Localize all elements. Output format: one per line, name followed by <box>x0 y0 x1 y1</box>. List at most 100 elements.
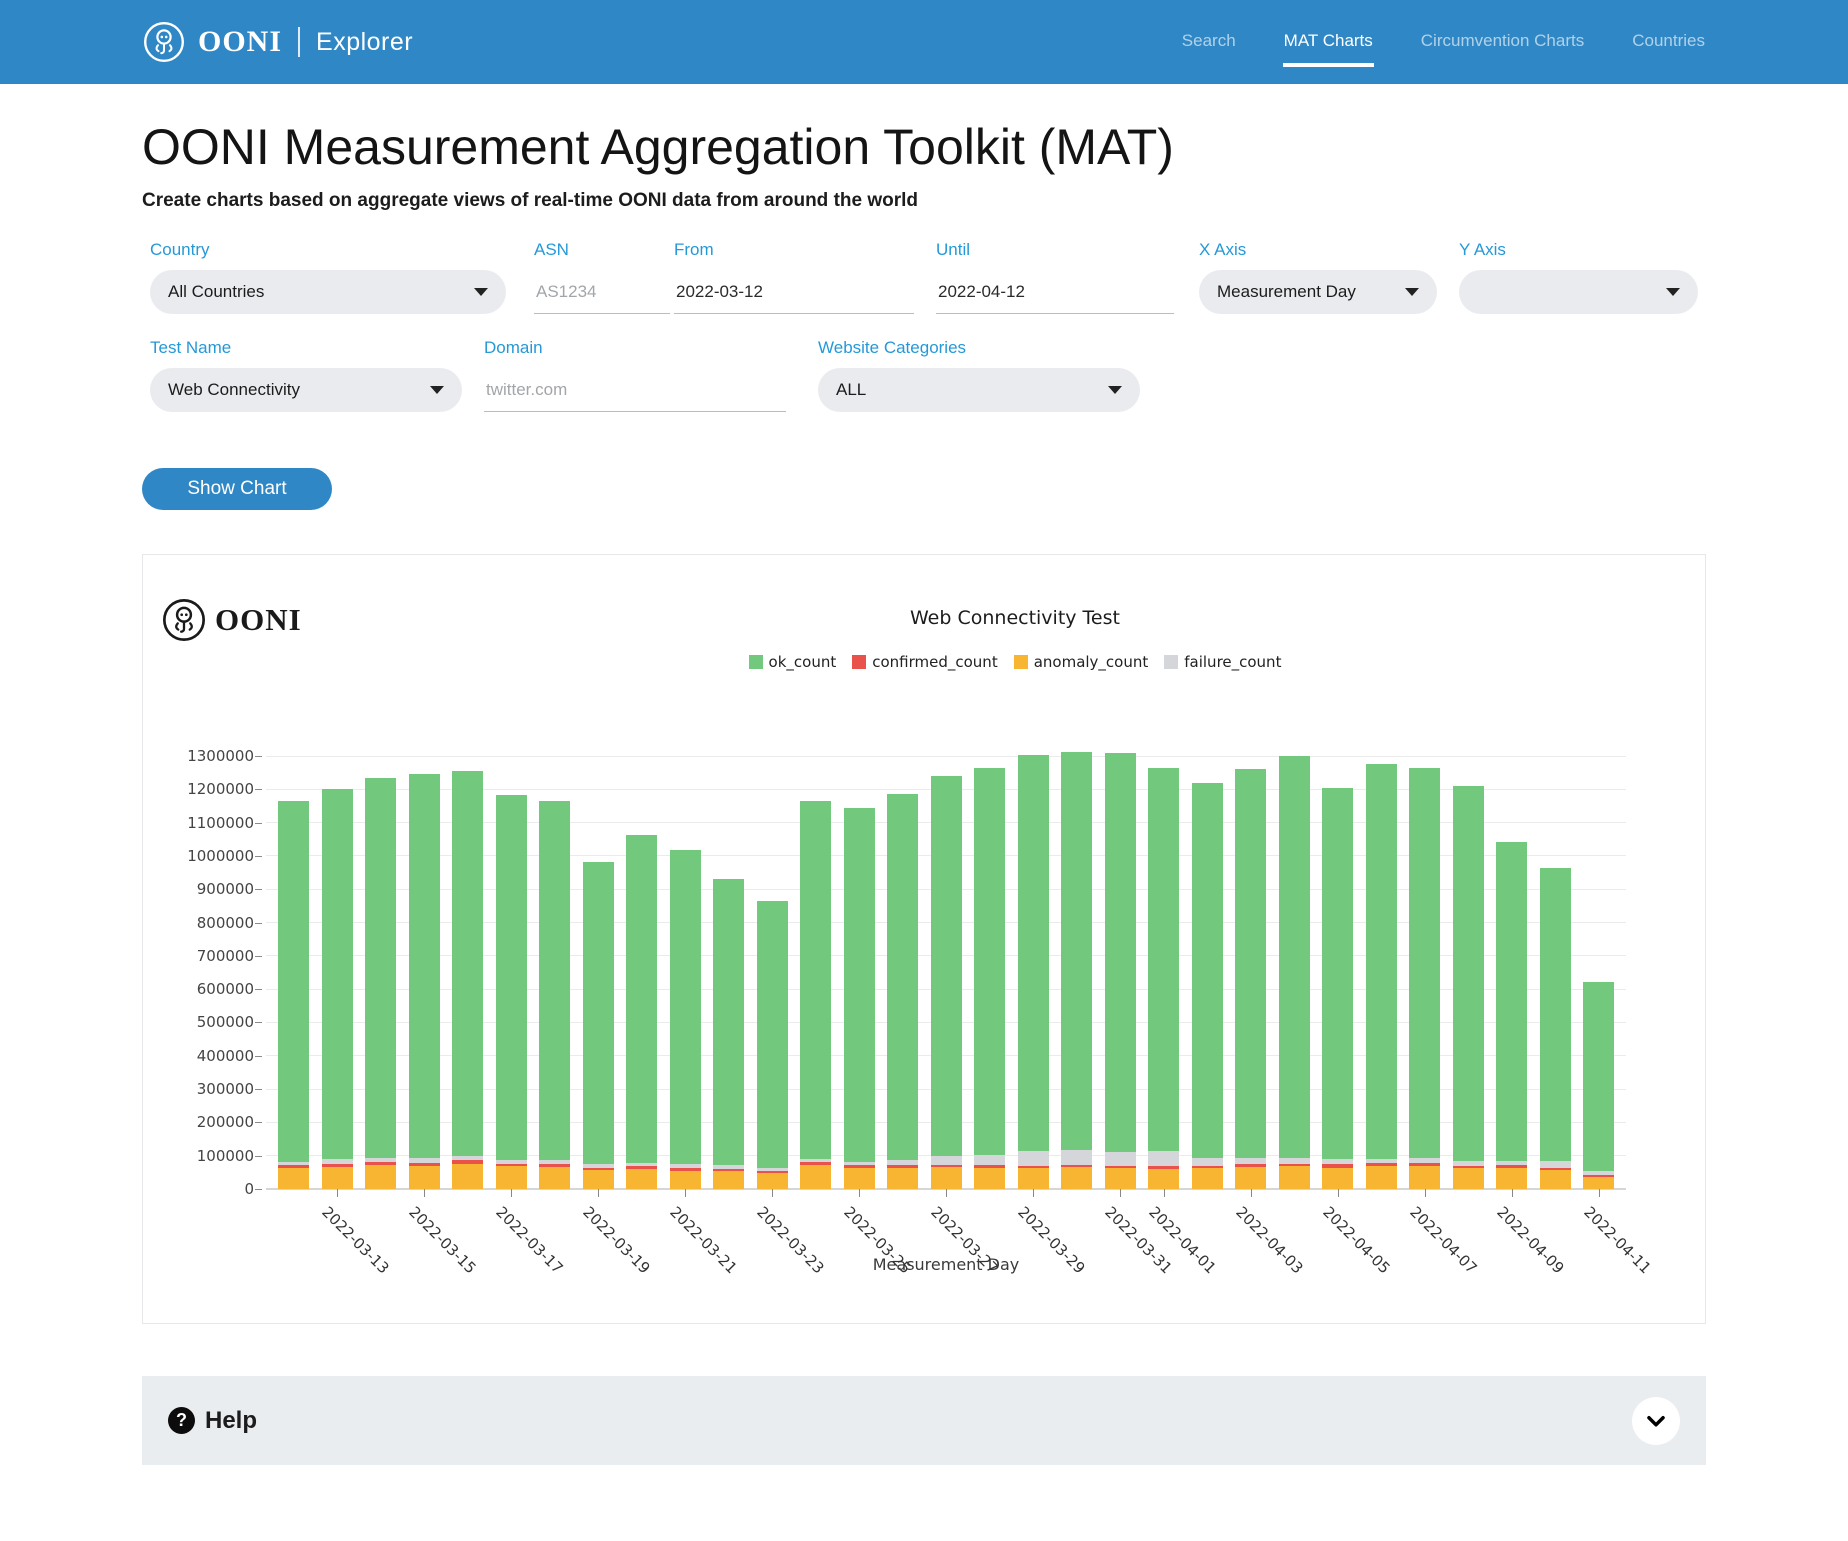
from-label: From <box>674 240 714 259</box>
bar-2022-04-07[interactable] <box>1409 768 1440 1189</box>
bar-2022-03-30[interactable] <box>1061 751 1092 1189</box>
bar-segment-failure_count <box>800 1159 831 1163</box>
chart-card: OONI Web Connectivity Test ok_count confi… <box>142 554 1706 1324</box>
bar-2022-03-16[interactable] <box>452 770 483 1189</box>
bar-segment-confirmed_count <box>1452 1166 1484 1169</box>
show-chart-button[interactable]: Show Chart <box>142 468 332 510</box>
bar-2022-04-03[interactable] <box>1235 769 1266 1189</box>
bar-segment-ok_count <box>1061 751 1092 1150</box>
y-tick-label: 400000 <box>196 1046 254 1065</box>
bar-2022-04-10[interactable] <box>1539 867 1571 1189</box>
legend-item-anomaly_count[interactable]: anomaly_count <box>1013 653 1148 671</box>
bar-2022-03-24[interactable] <box>800 801 831 1189</box>
page-title: OONI Measurement Aggregation Toolkit (MA… <box>142 119 1174 175</box>
bar-segment-failure_count <box>1539 1161 1571 1168</box>
bar-segment-anomaly_count <box>539 1166 570 1189</box>
bar-2022-03-15[interactable] <box>408 773 440 1189</box>
x-tick-mark <box>772 1189 773 1197</box>
y-tick-label: 900000 <box>196 880 254 899</box>
until-date-input[interactable] <box>936 270 1174 314</box>
bar-2022-03-22[interactable] <box>713 879 744 1189</box>
domain-input[interactable] <box>484 368 786 412</box>
bar-2022-04-11[interactable] <box>1583 982 1614 1189</box>
bar-segment-ok_count <box>539 801 570 1161</box>
bar-2022-03-27[interactable] <box>930 776 962 1189</box>
nav-search[interactable]: Search <box>1181 31 1236 50</box>
test-name-select[interactable]: Web Connectivity <box>150 368 462 412</box>
bar-segment-failure_count <box>1148 1151 1179 1167</box>
bar-2022-03-31[interactable] <box>1104 752 1136 1189</box>
bar-2022-03-25[interactable] <box>843 807 875 1189</box>
bar-2022-03-13[interactable] <box>321 788 353 1189</box>
bar-2022-04-02[interactable] <box>1191 782 1223 1189</box>
x-axis-select[interactable]: Measurement Day <box>1199 270 1437 314</box>
bar-2022-03-23[interactable] <box>756 901 788 1189</box>
y-tick-mark <box>255 1122 262 1124</box>
bar-2022-03-14[interactable] <box>365 777 396 1189</box>
nav-mat-charts[interactable]: MAT Charts <box>1282 23 1374 67</box>
bar-2022-04-05[interactable] <box>1322 787 1353 1189</box>
bar-2022-04-06[interactable] <box>1365 763 1397 1189</box>
bar-2022-04-04[interactable] <box>1278 755 1310 1189</box>
bar-2022-04-01[interactable] <box>1148 768 1179 1189</box>
bar-2022-03-29[interactable] <box>1017 755 1049 1189</box>
from-date-input[interactable] <box>674 270 914 314</box>
help-expand-button[interactable] <box>1632 1396 1680 1445</box>
bar-2022-03-12[interactable] <box>278 801 309 1189</box>
help-bar[interactable]: ? Help <box>142 1376 1706 1465</box>
bar-2022-04-08[interactable] <box>1452 786 1484 1189</box>
bar-2022-03-26[interactable] <box>887 793 918 1189</box>
bar-segment-ok_count <box>1148 768 1179 1152</box>
website-categories-select[interactable]: ALL <box>818 368 1140 412</box>
bar-2022-03-20[interactable] <box>626 834 657 1189</box>
y-tick-mark <box>255 756 262 757</box>
bar-segment-anomaly_count <box>278 1168 309 1189</box>
nav-countries[interactable]: Countries <box>1632 31 1705 50</box>
bar-2022-03-28[interactable] <box>974 768 1005 1189</box>
bar-2022-03-18[interactable] <box>539 801 570 1189</box>
bar-segment-ok_count <box>365 777 396 1158</box>
legend-item-confirmed_count[interactable]: confirmed_count <box>852 653 998 671</box>
x-tick-mark <box>1337 1189 1339 1197</box>
x-tick-mark <box>1511 1189 1513 1197</box>
legend-swatch <box>748 655 763 669</box>
bars-layer <box>266 734 1626 1189</box>
bar-2022-03-21[interactable] <box>669 849 701 1189</box>
legend-item-ok_count[interactable]: ok_count <box>748 653 837 671</box>
bar-segment-failure_count <box>539 1160 570 1165</box>
legend-item-failure_count[interactable]: failure_count <box>1164 653 1281 671</box>
bar-segment-failure_count <box>930 1156 962 1165</box>
y-tick-mark <box>255 1055 262 1057</box>
bar-segment-failure_count <box>1452 1160 1484 1167</box>
chevron-down-icon <box>1108 386 1122 394</box>
bar-2022-04-09[interactable] <box>1496 842 1527 1189</box>
bar-segment-ok_count <box>452 770 483 1157</box>
bar-segment-confirmed_count <box>1235 1164 1266 1168</box>
legend-label: ok_count <box>768 653 837 671</box>
bar-segment-confirmed_count <box>713 1169 744 1172</box>
brand[interactable]: OONI Explorer <box>142 20 413 64</box>
bar-segment-ok_count <box>1583 982 1614 1171</box>
nav-circumvention-charts[interactable]: Circumvention Charts <box>1420 31 1585 50</box>
bar-segment-failure_count <box>1061 1149 1092 1165</box>
y-axis-select[interactable] <box>1459 270 1698 314</box>
country-select[interactable]: All Countries <box>150 270 506 314</box>
bar-segment-confirmed_count <box>930 1164 962 1168</box>
bar-segment-ok_count <box>1452 786 1484 1161</box>
bar-2022-03-17[interactable] <box>495 795 527 1189</box>
bar-segment-anomaly_count <box>843 1168 875 1189</box>
y-tick-label: 100000 <box>196 1146 254 1165</box>
header: OONI Explorer Search MAT Charts Circumve… <box>0 0 1848 84</box>
bar-segment-anomaly_count <box>452 1163 483 1189</box>
bar-segment-ok_count <box>1365 763 1397 1159</box>
asn-input[interactable] <box>534 270 670 314</box>
bar-segment-anomaly_count <box>1365 1166 1397 1189</box>
country-value: All Countries <box>168 282 265 301</box>
chart-title: Web Connectivity Test <box>910 607 1120 629</box>
x-tick-mark <box>511 1189 512 1197</box>
test-name-label: Test Name <box>150 338 232 357</box>
legend-label: confirmed_count <box>872 653 998 671</box>
bar-2022-03-19[interactable] <box>582 861 614 1189</box>
bar-segment-confirmed_count <box>1409 1162 1440 1166</box>
bar-segment-anomaly_count <box>1061 1167 1092 1189</box>
